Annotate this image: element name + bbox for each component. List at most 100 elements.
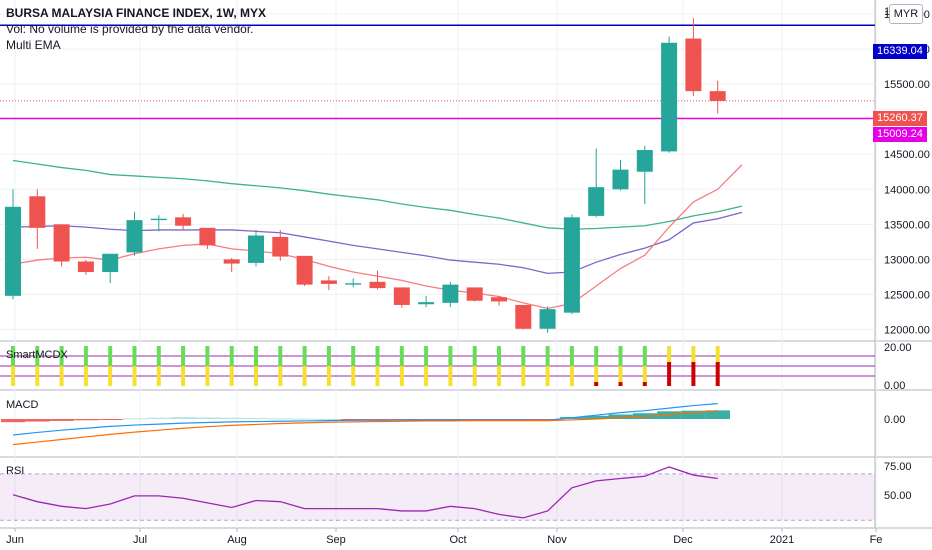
macd-histogram-bar (1, 419, 26, 423)
macd-histogram-bar (657, 411, 682, 419)
smartmcdx-bar-yellow (448, 366, 453, 386)
candle-body (199, 227, 216, 246)
smartmcdx-bar-yellow (302, 366, 307, 386)
macd-histogram-bar (268, 418, 293, 420)
macd-histogram-bar (365, 419, 390, 420)
macd-histogram-bar (25, 419, 50, 422)
price-tick-label: 14500.00 (884, 149, 930, 161)
macd-histogram-bar (122, 418, 147, 420)
x-axis-label: Aug (227, 534, 247, 546)
smartmcdx-bar-green (424, 346, 429, 366)
candle-body (369, 281, 386, 289)
price-tick-label: 12500.00 (884, 289, 930, 301)
smartmcdx-tick: 0.00 (884, 380, 905, 392)
candle-body (150, 218, 167, 221)
smartmcdx-bar-yellow (642, 366, 647, 386)
smartmcdx-bar-green (375, 346, 380, 366)
smartmcdx-bar-yellow (545, 366, 550, 386)
macd-signal-line (12, 410, 718, 446)
support-price-badge: 15009.24 (873, 127, 927, 142)
smartmcdx-bar-yellow (83, 366, 88, 386)
macd-histogram-bar (171, 417, 196, 419)
x-axis-label: Sep (326, 534, 346, 546)
smartmcdx-label: SmartMCDX (6, 349, 68, 361)
candle-body (442, 284, 459, 303)
smartmcdx-bar-yellow (11, 366, 15, 386)
smartmcdx-bar-yellow (254, 366, 258, 386)
smartmcdx-bar-yellow (618, 366, 623, 386)
smartmcdx-bar-red (618, 382, 623, 386)
candle-body (77, 261, 94, 272)
smartmcdx-bar-yellow (424, 366, 429, 386)
smartmcdx-bar-green (156, 346, 161, 366)
smartmcdx-bar-red (715, 362, 720, 386)
smartmcdx-bar-red (642, 382, 647, 386)
x-axis-label: Jul (133, 534, 147, 546)
smartmcdx-bar-green (302, 346, 307, 366)
smartmcdx-bar-yellow (108, 366, 113, 386)
smartmcdx-bar-yellow (181, 366, 186, 386)
x-axis-label: Dec (673, 534, 693, 546)
rsi-band (0, 473, 875, 521)
macd-histogram-bar (681, 410, 706, 419)
rsi-label: RSI (6, 465, 24, 477)
smartmcdx-bar-green (108, 346, 113, 366)
candle-body (636, 150, 653, 172)
x-axis-label: Fe (870, 534, 883, 546)
smartmcdx-bar-yellow (156, 366, 161, 386)
smartmcdx-bar-green (497, 346, 501, 366)
smartmcdx-bar-green (326, 346, 331, 366)
macd-histogram-bar (49, 419, 74, 421)
x-axis-label: Nov (547, 534, 567, 546)
macd-histogram-bar (705, 410, 730, 419)
smartmcdx-bar-green (205, 346, 210, 366)
smartmcdx-bar-green (642, 346, 647, 366)
price-tick-label: 1 (884, 6, 890, 18)
macd-histogram-bar (608, 414, 633, 419)
smartmcdx-bar-green (83, 346, 88, 366)
candle-body (223, 259, 240, 264)
price-tick-label: 15500.00 (884, 79, 930, 91)
macd-histogram-bar (292, 418, 317, 420)
smartmcdx-bar-red (667, 362, 672, 386)
candle-body (175, 217, 192, 226)
smartmcdx-bar-green (618, 346, 623, 366)
smartmcdx-bar-green (59, 346, 64, 366)
smartmcdx-bar-yellow (205, 366, 210, 386)
smartmcdx-bar-green (181, 346, 186, 366)
smartmcdx-bar-yellow (521, 366, 526, 386)
macd-histogram-bar (535, 419, 560, 420)
candle-body (709, 91, 726, 101)
rsi-tick: 50.00 (884, 490, 912, 502)
candle-body (418, 302, 435, 305)
macd-histogram-bar (584, 415, 609, 419)
smartmcdx-bar-green (521, 346, 526, 366)
smartmcdx-bar-green (254, 346, 258, 366)
macd-histogram-bar (146, 417, 172, 419)
macd-histogram-bar (98, 419, 123, 420)
currency-button[interactable]: MYR (889, 4, 923, 24)
macd-tick: 0.00 (884, 414, 905, 426)
candle-body (515, 304, 532, 329)
smartmcdx-bar-green (229, 346, 234, 366)
price-tick-label: 13000.00 (884, 254, 930, 266)
candle-body (345, 283, 362, 285)
macd-histogram-bar (73, 419, 99, 421)
rsi-tick: 75.00 (884, 461, 912, 473)
macd-histogram-bar (244, 418, 269, 420)
smartmcdx-bar-green (569, 346, 574, 366)
smartmcdx-bar-green (35, 346, 40, 366)
smartmcdx-bar-red (691, 362, 696, 386)
price-tick-label: 12000.00 (884, 324, 930, 336)
candle-body (29, 196, 46, 228)
macd-label: MACD (6, 399, 38, 411)
ema-slow-line (12, 159, 743, 230)
smartmcdx-bar-yellow (59, 366, 64, 386)
smartmcdx-bar-green (399, 346, 404, 366)
indicator-label: Multi EMA (6, 38, 61, 52)
x-axis-label: 2021 (770, 534, 794, 546)
candle-body (491, 297, 507, 302)
macd-histogram-bar (316, 419, 342, 420)
price-tick-label: 14000.00 (884, 184, 930, 196)
